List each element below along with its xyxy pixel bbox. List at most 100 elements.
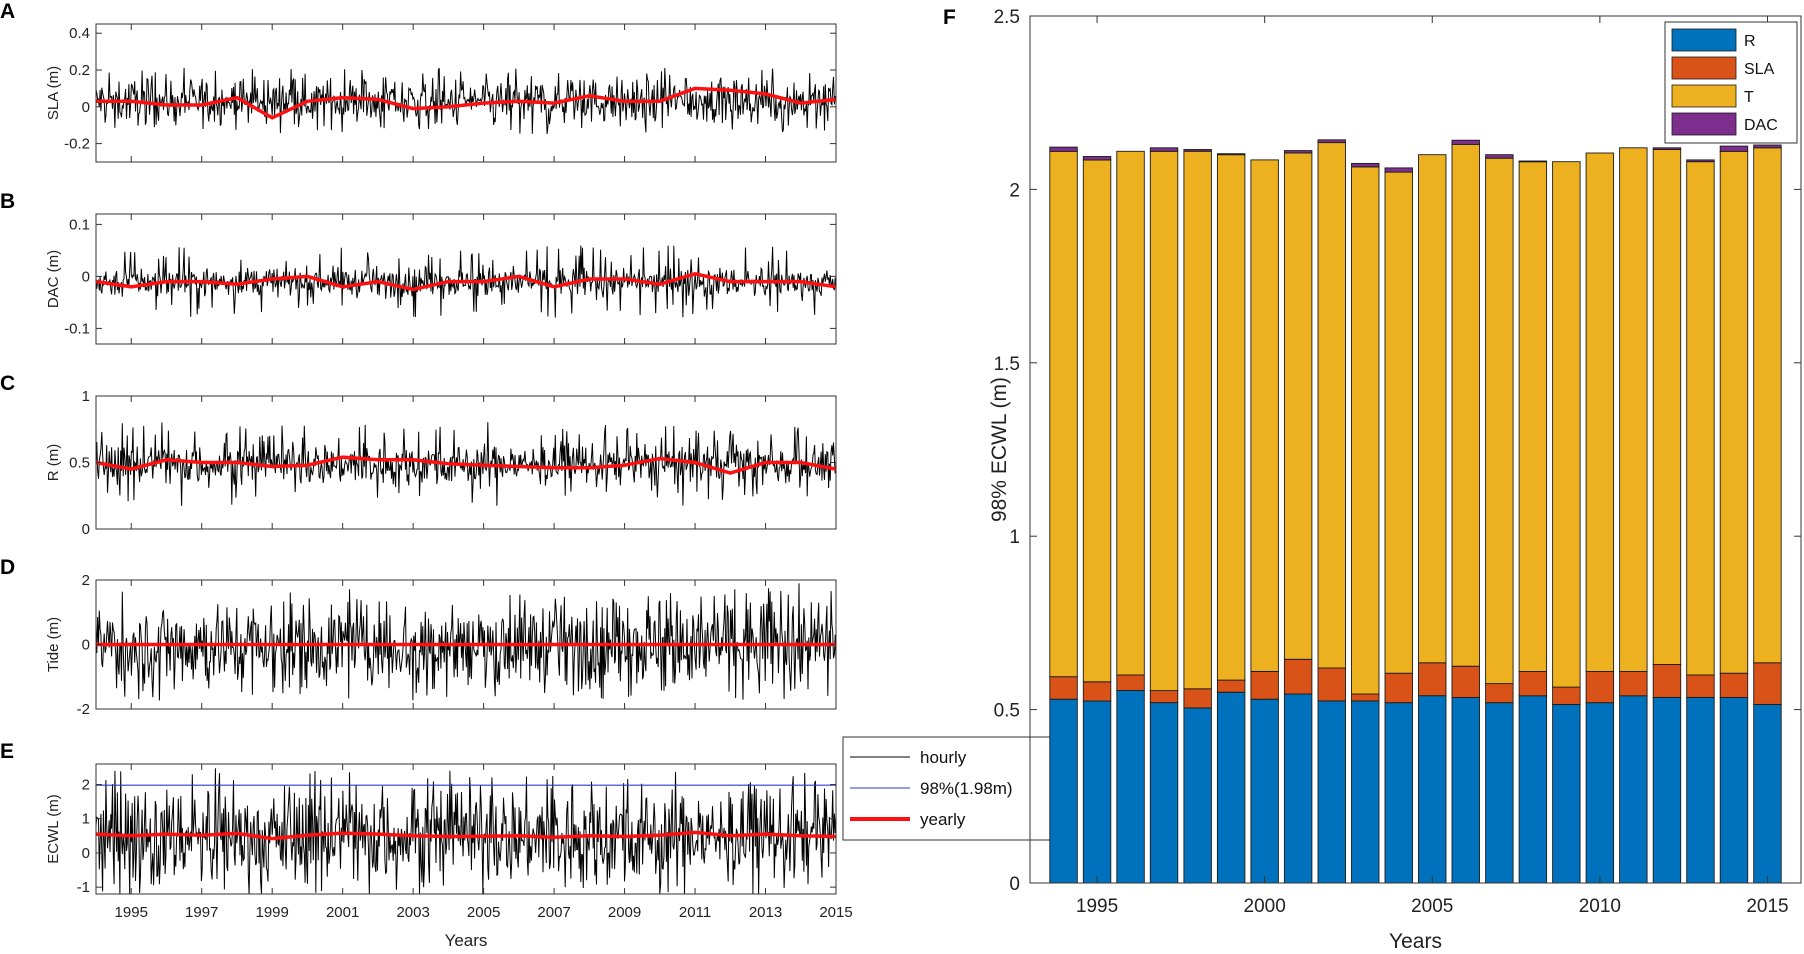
x-tick-label: 2010 xyxy=(1579,896,1621,917)
legend-label-t: T xyxy=(1744,89,1754,106)
y-axis-label: DAC (m) xyxy=(45,250,62,308)
bar-t-2009 xyxy=(1552,161,1581,688)
bar-t-2008 xyxy=(1518,161,1548,672)
bar-sla-2010 xyxy=(1585,671,1615,704)
legend-label-sla: SLA xyxy=(1744,61,1775,78)
x-tick-label: 2007 xyxy=(537,904,570,921)
x-tick-label: 1997 xyxy=(185,904,218,921)
x-tick-label: 2003 xyxy=(396,904,429,921)
bar-t-2012 xyxy=(1652,149,1682,665)
bar-t-2001 xyxy=(1283,152,1313,660)
bar-t-2010 xyxy=(1585,152,1615,672)
bar-dac-2013 xyxy=(1686,159,1715,163)
hourly-series xyxy=(95,422,837,506)
axes-box xyxy=(95,23,837,163)
legend-label-dac: DAC xyxy=(1744,117,1778,134)
y-tick-label: 1.5 xyxy=(994,354,1020,375)
bar-r-2007 xyxy=(1485,702,1514,884)
panel-letter: B xyxy=(0,190,15,213)
x-tick-label: 2000 xyxy=(1244,896,1286,917)
y-axis-label: R (m) xyxy=(45,444,62,482)
bar-sla-2000 xyxy=(1250,671,1279,700)
bar-t-1996 xyxy=(1116,150,1145,676)
y-tick-label: 0.1 xyxy=(69,216,90,233)
hourly-series xyxy=(95,67,837,134)
bar-t-1994 xyxy=(1049,150,1078,678)
y-tick-label: 1 xyxy=(82,811,90,828)
panel-letter: F xyxy=(943,6,956,29)
legend-swatch-sla xyxy=(1671,56,1737,80)
yearly-series xyxy=(95,830,837,841)
axes-box xyxy=(95,763,837,895)
legend-swatch-dac xyxy=(1671,112,1737,136)
y-tick-label: 2 xyxy=(82,777,90,794)
bar-t-1995 xyxy=(1082,159,1112,683)
bar-dac-2002 xyxy=(1317,139,1346,144)
panel-letter: D xyxy=(0,556,15,579)
x-tick-label: 1999 xyxy=(256,904,289,921)
bar-sla-1995 xyxy=(1082,681,1112,702)
axes-box xyxy=(95,213,837,345)
panel-C: C 0 0.5 1 R (m) xyxy=(0,372,837,538)
y-tick-label: 1 xyxy=(82,388,90,405)
x-tick-label: 2001 xyxy=(326,904,359,921)
panel-E: E -1 0 1 2 ECWL (m) 1995 1997 1999 2001 2003 2005 20… xyxy=(0,736,1058,950)
bar-t-1997 xyxy=(1149,150,1179,692)
x-tick-label: 1995 xyxy=(1076,896,1118,917)
bar-t-2006 xyxy=(1451,143,1480,667)
bar-dac-2004 xyxy=(1384,167,1413,173)
bar-r-2002 xyxy=(1317,700,1346,884)
bar-r-2010 xyxy=(1585,702,1615,884)
y-tick-label: 2.5 xyxy=(994,7,1020,28)
x-tick-label: 2013 xyxy=(749,904,782,921)
bar-t-2004 xyxy=(1384,171,1413,674)
bar-dac-2003 xyxy=(1351,162,1380,168)
legend-swatch-r xyxy=(1671,28,1737,52)
yearly-series xyxy=(95,271,837,292)
bar-sla-1999 xyxy=(1216,679,1246,693)
bar-t-1999 xyxy=(1216,154,1246,681)
bar-t-2002 xyxy=(1317,142,1346,669)
bar-sla-1996 xyxy=(1116,674,1145,691)
y-tick-label: 0 xyxy=(82,521,90,538)
bar-sla-2003 xyxy=(1351,693,1380,702)
y-axis-label: ECWL (m) xyxy=(45,794,62,863)
legend-yearly-label: yearly xyxy=(920,810,966,829)
x-tick-label: 2005 xyxy=(1411,896,1453,917)
legend-hourly-label: hourly xyxy=(920,748,967,767)
bar-r-1994 xyxy=(1049,698,1078,884)
x-tick-label: 2015 xyxy=(1746,896,1788,917)
bar-dac-1995 xyxy=(1082,156,1112,161)
bar-t-2014 xyxy=(1719,150,1749,674)
legend: hourly 98%(1.98m) yearly xyxy=(842,736,1058,841)
panel-letter: C xyxy=(0,372,15,395)
bar-sla-2011 xyxy=(1619,671,1648,697)
bar-sla-2009 xyxy=(1552,686,1581,705)
yearly-series xyxy=(95,455,837,475)
bar-dac-1994 xyxy=(1049,146,1078,152)
x-axis-label: Years xyxy=(445,931,488,950)
bar-r-2011 xyxy=(1619,695,1648,884)
bar-sla-2013 xyxy=(1686,674,1715,698)
x-tick-label: 1995 xyxy=(115,904,148,921)
x-axis-label: Years xyxy=(1389,930,1442,953)
y-tick-label: 0.5 xyxy=(994,701,1020,722)
y-tick-label: 2 xyxy=(82,572,90,589)
x-tick-label: 2011 xyxy=(679,904,711,921)
axes-box xyxy=(1029,15,1802,884)
y-tick-label: -0.1 xyxy=(64,320,90,337)
bar-sla-1994 xyxy=(1049,676,1078,700)
bar-sla-2002 xyxy=(1317,667,1346,702)
bar-t-2015 xyxy=(1753,147,1782,664)
bar-r-1999 xyxy=(1216,691,1246,884)
bar-r-2006 xyxy=(1451,697,1480,884)
y-tick-label: 2 xyxy=(1009,180,1020,201)
bar-sla-2004 xyxy=(1384,672,1413,704)
hourly-series xyxy=(95,768,837,895)
bar-dac-2008 xyxy=(1518,160,1548,163)
bar-sla-2008 xyxy=(1518,671,1548,697)
y-tick-label: 0 xyxy=(82,99,90,116)
bar-r-2004 xyxy=(1384,702,1413,884)
bar-sla-2005 xyxy=(1418,662,1447,697)
legend-label-r: R xyxy=(1744,33,1756,50)
